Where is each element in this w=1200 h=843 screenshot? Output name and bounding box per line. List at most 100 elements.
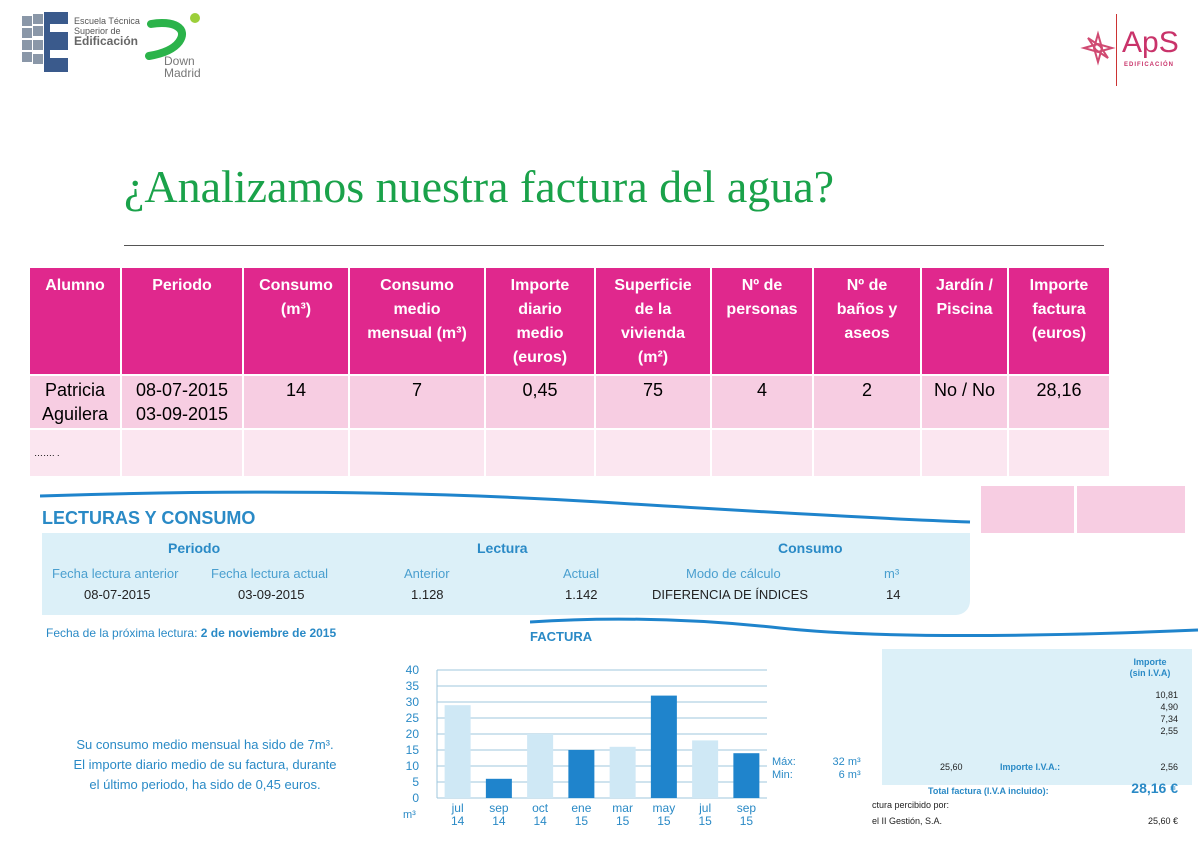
y-tick-label: 10 (406, 759, 420, 773)
val-actual: 1.142 (565, 587, 598, 602)
x-tick-label: sep (489, 801, 509, 815)
x-tick-label: 14 (533, 814, 547, 828)
cell-empty (596, 430, 710, 476)
chart-bar (527, 734, 554, 798)
chart-bar (568, 750, 595, 798)
title-divider (124, 245, 1104, 246)
percibido-label: ctura percibido por: (872, 800, 950, 810)
chart-bar (733, 753, 760, 798)
y-tick-label: 15 (406, 743, 420, 757)
invoice-lower-area (870, 785, 1192, 843)
percibido-value: 25,60 € (1147, 816, 1178, 826)
header-importe-diario: Importe diario medio (euros) (486, 268, 594, 374)
cell-periodo: 08-07-2015 03-09-2015 (122, 376, 242, 428)
importe-value: 10,81 (1155, 690, 1178, 700)
header-alumno: Alumno (30, 268, 120, 374)
x-tick-label: ene (571, 801, 591, 815)
x-tick-label: may (653, 801, 676, 815)
aps-logo-subtext: EDIFICACIÓN (1124, 62, 1174, 68)
lecturas-group-lectura: Lectura (477, 540, 528, 556)
min-value: 6 m³ (838, 769, 861, 781)
cell-empty (122, 430, 242, 476)
aps-logo-text: ApS (1122, 26, 1179, 59)
val-m3: 14 (886, 587, 901, 602)
school-name: Escuela Técnica Superior de Edificación (74, 16, 140, 48)
cell-banos: 2 (814, 376, 920, 428)
cell-empty (1009, 430, 1109, 476)
cell-consumo-medio: 7 (350, 376, 484, 428)
x-tick-label: 15 (740, 814, 754, 828)
chart-bar (609, 746, 636, 798)
table-row: ……. . (30, 430, 1109, 476)
col-actual: Actual (563, 566, 600, 581)
y-tick-label: 35 (406, 679, 420, 693)
x-tick-label: oct (532, 801, 549, 815)
val-fecha-actual: 03-09-2015 (238, 587, 305, 602)
cell-empty (486, 430, 594, 476)
chart-bar (485, 778, 512, 798)
header-banos: Nº de baños y aseos (814, 268, 920, 374)
cell-empty (814, 430, 920, 476)
chart-bar (650, 695, 677, 798)
cell-importe-diario: 0,45 (486, 376, 594, 428)
chart-max-min: Máx: 32 m³ Min: 6 m³ (772, 756, 861, 782)
lecturas-title: LECTURAS Y CONSUMO (42, 508, 256, 528)
max-label: Máx: (772, 756, 796, 768)
x-tick-label: 15 (657, 814, 671, 828)
cell-consumo: 14 (244, 376, 348, 428)
percibido-name: el II Gestión, S.A. (872, 816, 943, 826)
lecturas-panel (42, 533, 970, 615)
header-personas: Nº de personas (712, 268, 812, 374)
total-value: 28,16 € (1131, 780, 1178, 796)
cell-empty (244, 430, 348, 476)
cell-alumno: Patricia Aguilera (30, 376, 120, 428)
x-tick-label: 15 (698, 814, 712, 828)
cell-importe-factura: 28,16 (1009, 376, 1109, 428)
importe-value: 7,34 (1160, 714, 1178, 724)
x-tick-label: jul (698, 801, 711, 815)
iva-value: 2,56 (1160, 762, 1178, 772)
aps-flower-icon (1080, 30, 1116, 66)
cell-empty (1077, 486, 1185, 533)
header-jardin: Jardín / Piscina (922, 268, 1007, 374)
col-fecha-actual: Fecha lectura actual (211, 566, 329, 581)
x-tick-label: 15 (575, 814, 589, 828)
col-fecha-anterior: Fecha lectura anterior (52, 566, 179, 581)
cell-jardin: No / No (922, 376, 1007, 428)
y-tick-label: 20 (406, 727, 420, 741)
max-value: 32 m³ (832, 756, 861, 768)
x-tick-label: 14 (492, 814, 506, 828)
cell-empty (350, 430, 484, 476)
etse-logo-icon (22, 12, 68, 72)
cell-empty (712, 430, 812, 476)
y-tick-label: 0 (412, 791, 419, 805)
importe-header: Importe (sin I.V.A) (1129, 657, 1171, 678)
down-madrid-logo-icon (145, 13, 200, 60)
col-m3: m³ (884, 566, 900, 581)
importe-value: 4,90 (1160, 702, 1178, 712)
cell-placeholder: ……. . (30, 430, 120, 476)
header-superficie: Superficie de la vivienda (m²) (596, 268, 710, 374)
student-data-table: Alumno Periodo Consumo (m³) Consumo medio m… (28, 266, 1111, 478)
table-row: Patricia Aguilera 08-07-2015 03-09-2015 14… (30, 376, 1109, 428)
col-modo: Modo de cálculo (686, 566, 781, 581)
lecturas-wave-decoration (40, 490, 971, 524)
factura-wave-decoration (530, 617, 1199, 638)
header-importe-factura: Importe factura (euros) (1009, 268, 1109, 374)
lecturas-group-periodo: Periodo (168, 540, 221, 556)
cell-empty (981, 486, 1074, 533)
cell-personas: 4 (712, 376, 812, 428)
header-periodo: Periodo (122, 268, 242, 374)
x-tick-label: 14 (451, 814, 465, 828)
header-consumo: Consumo (m³) (244, 268, 348, 374)
x-tick-label: 15 (616, 814, 630, 828)
chart-bar (692, 740, 719, 798)
table-header-row: Alumno Periodo Consumo (m³) Consumo medio m… (30, 268, 1109, 374)
col-anterior: Anterior (404, 566, 450, 581)
y-tick-label: 5 (412, 775, 419, 789)
factura-title: FACTURA (530, 629, 593, 644)
min-label: Min: (772, 769, 793, 781)
header-consumo-medio: Consumo medio mensual (m³) (350, 268, 484, 374)
val-fecha-anterior: 08-07-2015 (84, 587, 151, 602)
